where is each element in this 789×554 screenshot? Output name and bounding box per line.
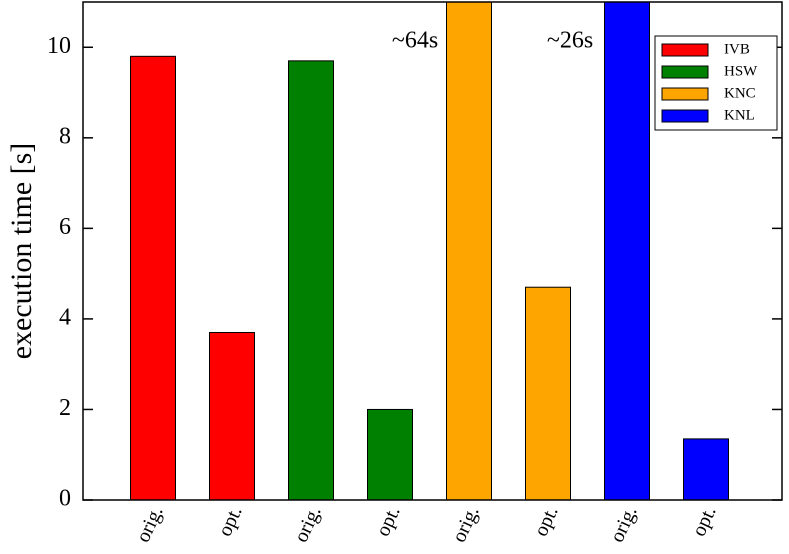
- annotation: ~64s: [392, 28, 438, 54]
- y-tick-label: 8: [59, 123, 71, 149]
- x-tick-label: orig.: [132, 503, 168, 546]
- bar: [209, 331, 255, 500]
- y-axis-label: execution time [s]: [5, 143, 38, 360]
- legend-swatch: [661, 87, 709, 101]
- bar: [525, 286, 571, 500]
- bar: [446, 2, 492, 500]
- bar: [604, 2, 650, 500]
- x-tick-label: opt.: [688, 503, 721, 540]
- x-tick-label: opt.: [214, 503, 247, 540]
- legend-swatch: [661, 43, 709, 57]
- legend-label: KNC: [724, 85, 756, 101]
- bar: [130, 55, 176, 500]
- plot-frame: [82, 1, 783, 501]
- legend-label: HSW: [724, 63, 758, 79]
- y-tick-label: 6: [59, 214, 71, 240]
- x-tick-label: opt.: [530, 503, 563, 540]
- y-tick-label: 4: [59, 304, 71, 330]
- y-tick-label: 10: [47, 33, 71, 59]
- legend-swatch: [661, 109, 709, 123]
- y-tick-label: 0: [59, 486, 71, 512]
- x-tick-label: opt.: [372, 503, 405, 540]
- x-tick-label: orig.: [290, 503, 326, 546]
- bar: [683, 438, 729, 500]
- plot-area: [130, 2, 729, 500]
- x-tick-label: orig.: [606, 503, 642, 546]
- bar: [288, 60, 334, 500]
- annotation: ~26s: [547, 28, 593, 54]
- legend-label: IVB: [724, 41, 750, 57]
- y-tick-label: 2: [59, 395, 71, 421]
- bar: [367, 408, 413, 500]
- x-tick-label: orig.: [448, 503, 484, 546]
- legend-swatch: [661, 65, 709, 79]
- legend-label: KNL: [724, 107, 755, 123]
